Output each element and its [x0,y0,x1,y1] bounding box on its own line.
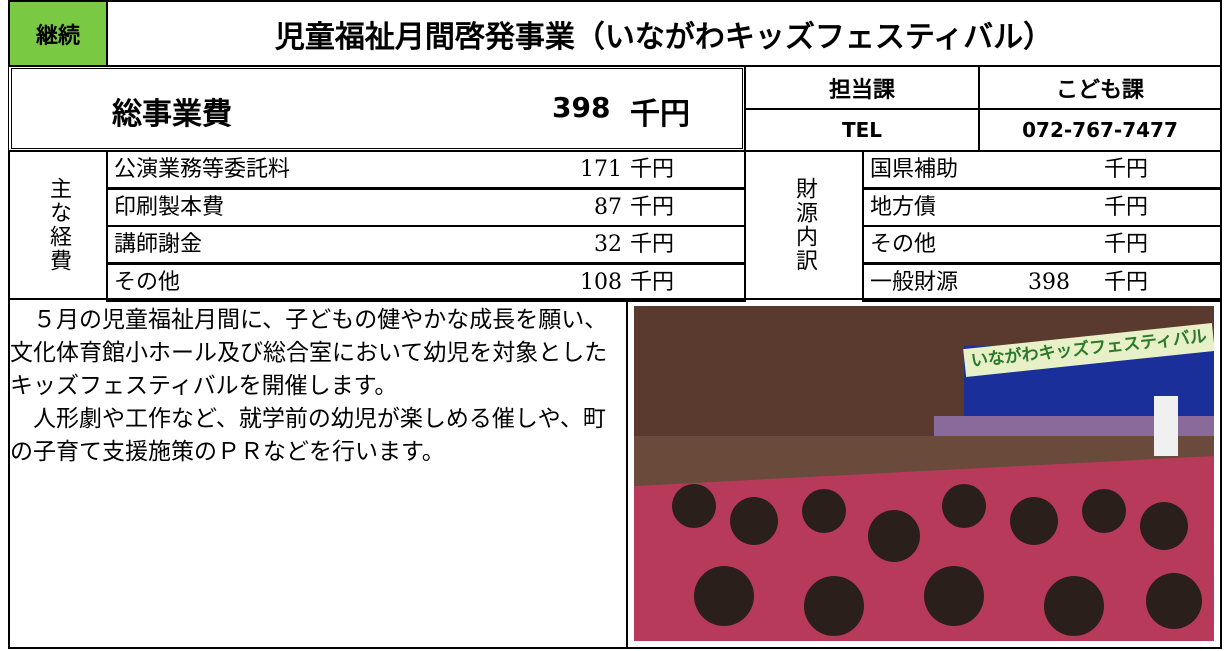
expenses-label: 主な経費 [8,150,108,300]
tel-label: TEL [744,108,980,152]
document: 継続 児童福祉月間啓発事業（いながわキッズフェスティバル） 総事業費 398 千… [0,0,1226,651]
title: 児童福祉月間啓発事業（いながわキッズフェスティバル） [106,0,1222,67]
item-unit: 千円 [630,152,674,188]
item-name: 地方債 [870,190,936,226]
row: 地方債 千円 [862,188,1222,227]
photo-frame: いながわキッズフェスティバル [626,298,1222,649]
status-badge: 継続 [8,0,108,67]
total-unit: 千円 [630,89,690,133]
row: その他 千円 [862,225,1222,264]
item-amount: 108 [580,265,622,301]
photo: いながわキッズフェスティバル [634,306,1214,641]
item-unit: 千円 [1104,190,1148,226]
item-name: 講師謝金 [114,227,202,263]
item-amount: 398 [1028,265,1070,301]
body: 継続 児童福祉月間啓発事業（いながわキッズフェスティバル） 総事業費 398 千… [0,0,1226,651]
paragraph: 人形劇や工作など、就学前の幼児が楽しめる催しや、町の子育て支援施策のＰＲなどを行… [10,403,626,469]
item-name: 印刷製本費 [114,190,224,226]
department: こども課 [978,65,1222,110]
tel: 072-767-7477 [978,108,1222,152]
page: {"header":{"status":"継続","title":"児童福祉月間… [0,0,1226,651]
item-name: 公演業務等委託料 [114,152,290,188]
item-amount: 32 [594,227,622,263]
item-amount: 171 [580,152,622,188]
item-name: その他 [114,265,180,301]
item-unit: 千円 [630,265,674,301]
total-label: 総事業費 [112,89,232,133]
item-unit: 千円 [630,227,674,263]
paragraph: ５月の児童福祉月間に、子どもの健やかな成長を願い、文化体育館小ホール及び総合室に… [10,304,626,403]
item-unit: 千円 [1104,152,1148,188]
department-label: 担当課 [744,65,980,110]
item-name: 一般財源 [870,265,958,301]
funding-label: 財源内訳 [744,150,864,300]
row: 一般財源 398 千円 [862,263,1222,302]
total-amount: 398 [552,91,610,124]
description: ５月の児童福祉月間に、子どもの健やかな成長を願い、文化体育館小ホール及び総合室に… [8,298,628,649]
item-unit: 千円 [630,190,674,226]
item-name: その他 [870,227,936,263]
item-name: 国県補助 [870,152,958,188]
row: 国県補助 千円 [862,150,1222,189]
item-unit: 千円 [1104,227,1148,263]
item-unit: 千円 [1104,265,1148,301]
item-amount: 87 [594,190,622,226]
total-box: 総事業費 398 千円 [8,65,746,152]
